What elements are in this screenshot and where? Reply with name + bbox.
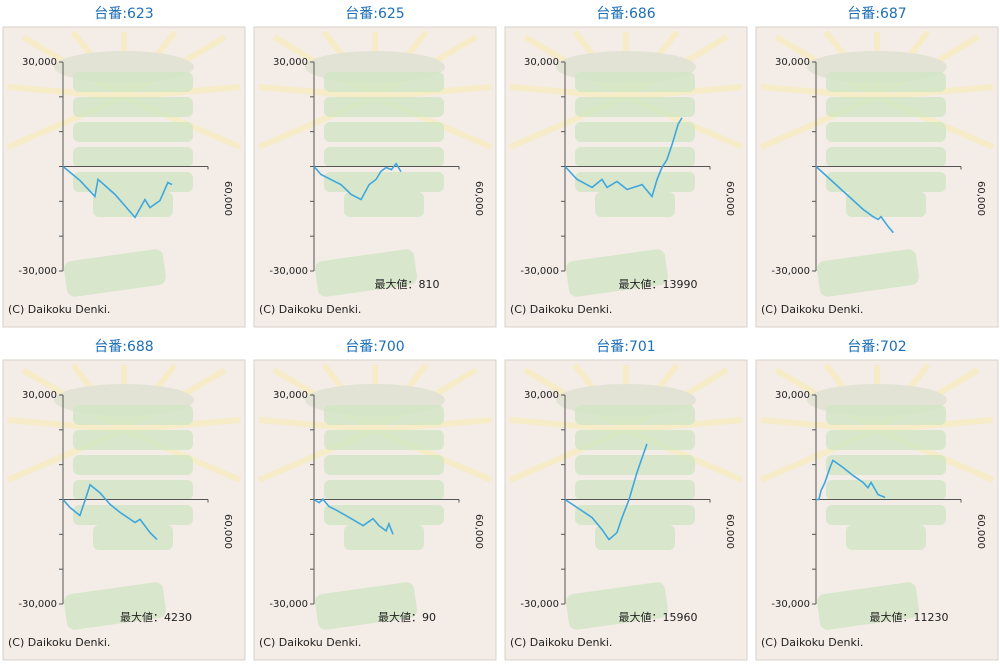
panel: 30,000 -30,000 60,000 (C) Daikoku Denki. xyxy=(756,27,998,327)
copyright: (C) Daikoku Denki. xyxy=(510,636,612,649)
y-tick-label: 30,000 xyxy=(273,390,308,401)
y-tick-label: -30,000 xyxy=(18,266,57,277)
y-tick-label: 30,000 xyxy=(273,57,308,68)
y-tick-label: 30,000 xyxy=(524,57,559,68)
y-tick-label: -30,000 xyxy=(771,266,810,277)
panel: 30,000 -30,000 60,000 最大値：11230 (C) Daikoku … xyxy=(756,360,998,660)
x-tick-label: 60,000 xyxy=(975,514,986,549)
y-tick-label: -30,000 xyxy=(520,266,559,277)
background xyxy=(3,27,245,327)
chart-title: 台番:687 xyxy=(847,6,906,22)
x-tick-label: 60,000 xyxy=(473,514,484,549)
y-tick-label: 30,000 xyxy=(775,57,810,68)
panel: 30,000 -30,000 60,000 最大値：13990 (C) Daikoku … xyxy=(505,27,747,327)
line xyxy=(62,483,158,541)
copyright: (C) Daikoku Denki. xyxy=(510,303,612,316)
copyright: (C) Daikoku Denki. xyxy=(761,303,863,316)
y-tick-label: -30,000 xyxy=(18,599,57,610)
chart-title: 台番:700 xyxy=(345,339,404,355)
background xyxy=(254,360,496,660)
x-tick-label: 60,000 xyxy=(975,181,986,216)
max-label: 最大値：11230 xyxy=(870,610,949,624)
max-label: 最大値：15960 xyxy=(619,610,698,624)
chart-title: 台番:688 xyxy=(94,339,153,355)
panel: 30,000 -30,000 60,000 最大値：90 (C) Daikoku Den… xyxy=(254,360,496,660)
copyright: (C) Daikoku Denki. xyxy=(259,636,361,649)
line xyxy=(815,165,894,234)
y-tick-label: -30,000 xyxy=(520,599,559,610)
line xyxy=(564,117,683,199)
y-tick-label: -30,000 xyxy=(269,266,308,277)
max-label: 最大値：4230 xyxy=(120,610,192,624)
y-tick-label: 30,000 xyxy=(22,390,57,401)
y-tick-label: 30,000 xyxy=(775,390,810,401)
chart-title: 台番:701 xyxy=(596,339,655,355)
panel: 30,000 -30,000 60,000 (C) Daikoku Denki. xyxy=(3,27,245,327)
background xyxy=(756,27,998,327)
copyright: (C) Daikoku Denki. xyxy=(8,303,110,316)
line xyxy=(564,443,648,541)
line xyxy=(313,498,394,535)
x-tick-label: 60,000 xyxy=(222,514,233,549)
panel: 30,000 -30,000 60,000 最大値：810 (C) Daikoku De… xyxy=(254,27,496,327)
panel: 30,000 -30,000 60,000 最大値：15960 (C) Daikoku … xyxy=(505,360,747,660)
chart-title: 台番:686 xyxy=(596,6,656,22)
chart-title: 台番:623 xyxy=(94,6,153,22)
copyright: (C) Daikoku Denki. xyxy=(259,303,361,316)
line xyxy=(62,165,173,219)
max-label: 最大値：90 xyxy=(378,610,436,624)
copyright: (C) Daikoku Denki. xyxy=(8,636,110,649)
x-tick-label: 60,000 xyxy=(724,514,735,549)
chart-title: 台番:625 xyxy=(345,6,404,22)
x-tick-label: 60,000 xyxy=(724,181,735,216)
chart-title: 台番:702 xyxy=(847,339,906,355)
x-tick-label: 60,000 xyxy=(473,181,484,216)
y-tick-label: -30,000 xyxy=(771,599,810,610)
max-label: 最大値：810 xyxy=(375,277,440,291)
copyright: (C) Daikoku Denki. xyxy=(761,636,863,649)
y-tick-label: 30,000 xyxy=(22,57,57,68)
panel: 30,000 -30,000 60,000 最大値：4230 (C) Daikoku D… xyxy=(3,360,245,660)
line xyxy=(313,162,402,201)
max-label: 最大値：13990 xyxy=(619,277,698,291)
x-tick-label: 60,000 xyxy=(222,181,233,216)
line xyxy=(816,459,886,501)
y-tick-label: -30,000 xyxy=(269,599,308,610)
y-tick-label: 30,000 xyxy=(524,390,559,401)
